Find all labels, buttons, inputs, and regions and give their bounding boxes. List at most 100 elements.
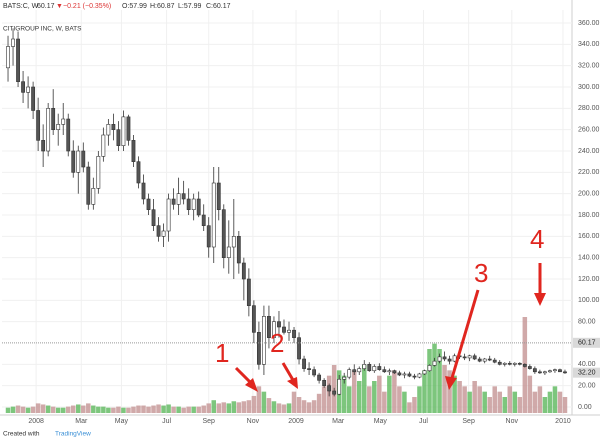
- candle-body: [86, 166, 91, 205]
- candle-body: [382, 369, 387, 373]
- volume-bar: [76, 404, 81, 413]
- candle-body: [367, 364, 372, 372]
- candle-body: [101, 134, 106, 157]
- axes: 0.0020.0040.0080.00100.00120.00140.00160…: [28, 20, 600, 425]
- volume-bar: [10, 406, 16, 413]
- candle-body: [106, 124, 111, 136]
- candle-body: [492, 359, 497, 363]
- candle-body: [522, 364, 527, 367]
- arrow: [281, 362, 295, 381]
- volume-bar: [166, 404, 171, 413]
- volume-bar: [70, 405, 76, 413]
- volume-bar: [412, 397, 417, 413]
- arrow: [450, 289, 480, 379]
- volume-bar: [65, 406, 71, 413]
- annotation: 1: [215, 338, 229, 368]
- header-change: −0.21 (−0.35%): [63, 3, 111, 10]
- y-tick-label: 220.00: [578, 169, 600, 176]
- volume-bar: [346, 386, 352, 413]
- volume-bar: [497, 391, 503, 413]
- arrowhead: [245, 378, 258, 392]
- candle-body: [302, 358, 306, 369]
- volume-bar: [246, 400, 252, 413]
- header-last: 60.17: [37, 3, 55, 10]
- volume-bar: [281, 404, 287, 413]
- volume-bar: [266, 398, 272, 413]
- volume-bar: [231, 401, 237, 413]
- header-low: L:57.99: [178, 3, 201, 10]
- volume-bar: [301, 400, 307, 413]
- candle-body: [407, 373, 412, 377]
- candle-body: [111, 124, 116, 130]
- volume-bar: [562, 397, 568, 413]
- candle-body: [151, 209, 156, 226]
- candle-body: [452, 355, 457, 362]
- volume-bar: [161, 405, 166, 413]
- candle-body: [322, 380, 327, 386]
- volume-bar: [131, 406, 136, 413]
- candle-body: [292, 329, 296, 338]
- candle-body: [262, 316, 266, 365]
- arrowhead: [445, 376, 457, 390]
- candle-body: [21, 81, 25, 93]
- volume-bar: [542, 397, 548, 413]
- volume-bar: [472, 381, 477, 413]
- x-tick-label: Mar: [332, 418, 345, 425]
- candle-body: [472, 355, 477, 360]
- volume-bar: [537, 386, 543, 413]
- candle-body: [46, 108, 51, 152]
- y-tick-label: 360.00: [578, 20, 600, 27]
- x-tick-label: Jul: [419, 418, 428, 425]
- x-tick-label: May: [115, 418, 129, 425]
- candle-body: [231, 236, 236, 248]
- candle-body: [272, 321, 276, 338]
- candle-body: [507, 362, 512, 365]
- candle-body: [116, 129, 121, 146]
- y-tick-label: 200.00: [578, 191, 600, 198]
- volume-bar: [5, 407, 11, 413]
- volume-bar: [482, 391, 487, 413]
- volume-bar: [216, 403, 222, 413]
- volume-bar: [407, 402, 412, 413]
- price-label: 32.20: [578, 369, 596, 376]
- candle-body: [241, 262, 246, 280]
- candle-body: [467, 355, 472, 359]
- header-open: O:57.99: [122, 3, 147, 10]
- volume-bar: [296, 397, 302, 413]
- volume-bar: [382, 391, 387, 413]
- price-label-box: [573, 367, 600, 378]
- candle-body: [211, 182, 216, 248]
- volume-bar: [397, 386, 402, 413]
- candle-body: [246, 278, 251, 306]
- volume-bar: [467, 391, 472, 413]
- candle-body: [136, 161, 141, 184]
- candle-body: [357, 368, 362, 373]
- volume-bar: [507, 386, 513, 413]
- candle-body: [236, 236, 241, 264]
- candle-body: [66, 118, 71, 152]
- candle-body: [372, 366, 377, 372]
- volume-bar: [191, 406, 196, 413]
- volume-bar: [55, 407, 61, 413]
- volume-bar: [321, 386, 327, 413]
- candle-body: [432, 360, 437, 366]
- volume-bar: [146, 406, 151, 413]
- candle-body: [427, 365, 432, 372]
- volume-bar: [517, 397, 523, 413]
- candle-body: [221, 209, 226, 258]
- candle-body: [121, 116, 126, 146]
- candle-body: [256, 332, 261, 365]
- volume-bar: [362, 365, 367, 413]
- candle-body: [542, 371, 547, 374]
- volume-bar: [377, 375, 382, 413]
- candle-body: [402, 373, 407, 376]
- candle-body: [342, 376, 347, 380]
- y-tick-label: 260.00: [578, 127, 600, 134]
- y-tick-label: 0.00: [578, 404, 592, 411]
- volume-bar: [136, 405, 141, 413]
- candle-body: [462, 356, 467, 359]
- volume-bar: [226, 403, 232, 413]
- annotation-arrows: [234, 263, 546, 392]
